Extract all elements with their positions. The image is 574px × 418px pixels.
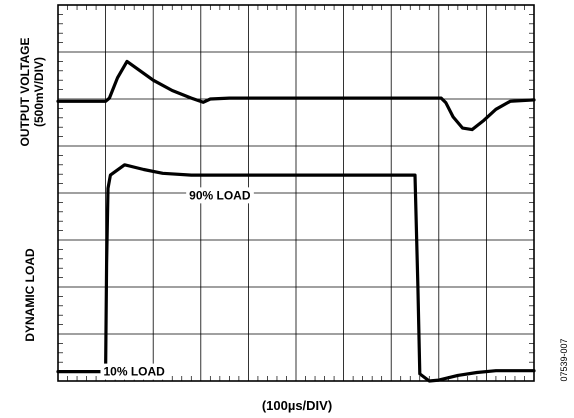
minor-ticks <box>58 5 534 381</box>
annotation-background <box>100 363 169 380</box>
figure-id: 07539-007 <box>559 338 569 381</box>
x-axis-label: (100µs/DIV) <box>262 398 332 413</box>
dynamic-load-trace <box>56 163 536 383</box>
output-voltage-trace <box>56 59 536 132</box>
annotation-10-load: 10% LOAD <box>103 365 165 379</box>
y-label-bottom: DYNAMIC LOAD <box>23 248 37 342</box>
y-label-top-line1: OUTPUT VOLTAGE <box>18 38 32 147</box>
grid <box>57 4 535 382</box>
traces <box>56 59 536 383</box>
annotation-90-load: 90% LOAD <box>189 188 251 202</box>
annotation-background <box>186 187 254 204</box>
y-label-top-line2: (500mV/DIV) <box>32 57 46 127</box>
